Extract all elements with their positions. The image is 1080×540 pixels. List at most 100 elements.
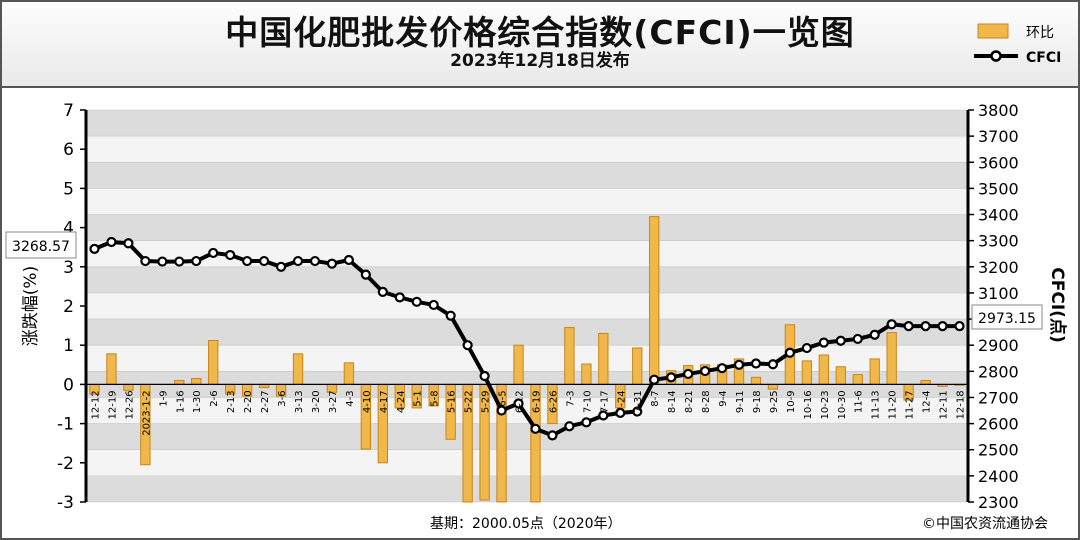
bar-3-13 (292, 353, 304, 385)
bar-8-7 (649, 216, 660, 385)
legend-bar-swatch (977, 23, 1009, 39)
cfci-point-3-20 (309, 255, 321, 267)
category-label-10-16: 10-16 (803, 390, 814, 419)
category-label-3-20: 3-20 (311, 390, 322, 413)
start-value-box (5, 231, 77, 259)
bar-10-23 (818, 354, 829, 385)
cfci-point-7-24 (615, 407, 626, 418)
right-axis-title: CFCI(点) (1047, 267, 1068, 342)
category-label-8-28: 8-28 (701, 390, 712, 413)
category-label-2-27: 2-27 (260, 390, 271, 413)
category-label-1-30: 1-30 (192, 390, 203, 413)
right-tick-label-2500: 2500 (978, 441, 1019, 460)
bar-10-16 (801, 360, 813, 385)
category-label-5-29: 5-29 (481, 390, 492, 413)
left-tick-label-5: 5 (63, 179, 74, 199)
right-tick-label-3100: 3100 (978, 284, 1019, 303)
cfci-point-8-21 (683, 368, 694, 380)
cfci-point-2023-1-2 (140, 255, 151, 267)
category-label-10-30: 10-30 (837, 390, 848, 419)
cfci-point-11-13 (869, 329, 880, 340)
category-label-2-6: 2-6 (209, 390, 220, 406)
cfci-point-9-18 (750, 358, 762, 369)
category-label-12-4: 12-4 (922, 390, 933, 413)
left-tick-label-6: 6 (63, 140, 74, 160)
category-label-6-19: 6-19 (531, 390, 542, 413)
cfci-point-6-12 (513, 398, 524, 409)
cfci-point-4-17 (377, 286, 388, 297)
category-label-12-11: 12-11 (939, 390, 950, 419)
cfci-point-2-6 (208, 247, 219, 259)
category-label-10-9: 10-9 (786, 390, 797, 413)
cfci-point-5-16 (445, 310, 456, 321)
cfci-point-10-23 (818, 337, 829, 348)
cfci-point-6-26 (547, 430, 558, 441)
cfci-point-4-3 (343, 254, 355, 266)
grid-band (86, 475, 968, 502)
category-label-12-26: 12-26 (124, 390, 135, 419)
category-label-11-20: 11-20 (888, 390, 899, 419)
right-tick-label-2800: 2800 (978, 362, 1019, 381)
cfci-point-12-19 (106, 236, 117, 248)
bar-11-6 (852, 374, 863, 385)
category-label-2-20: 2-20 (243, 390, 254, 413)
category-label-4-24: 4-24 (396, 390, 407, 413)
left-tick-label--2: -2 (57, 454, 74, 474)
cfci-point-11-27 (903, 321, 914, 332)
end-value-label: 2973.15 (978, 311, 1036, 327)
right-tick-label-2900: 2900 (978, 336, 1019, 355)
right-tick-label-3500: 3500 (978, 179, 1019, 198)
cfci-point-7-31 (632, 406, 643, 417)
bar-1-30 (191, 378, 202, 385)
left-tick-label-4: 4 (63, 219, 74, 239)
grid-band (86, 214, 968, 241)
category-label-10-23: 10-23 (820, 390, 831, 419)
category-label-12-19: 12-19 (107, 390, 118, 419)
category-label-3-13: 3-13 (294, 390, 305, 413)
cfci-point-9-25 (767, 359, 779, 370)
cfci-point-12-4 (920, 321, 931, 332)
cfci-point-9-4 (716, 363, 728, 374)
bar-9-18 (750, 376, 762, 385)
bar-11-20 (886, 332, 897, 385)
category-label-1-9: 1-9 (158, 390, 169, 406)
left-tick-label-0: 0 (63, 375, 74, 395)
category-label-9-4: 9-4 (718, 390, 729, 406)
cfci-point-10-9 (784, 347, 796, 358)
cfci-point-3-6 (275, 261, 287, 272)
left-tick-label--1: -1 (57, 415, 74, 435)
bar-12-19 (106, 353, 117, 385)
grid-band (86, 423, 968, 450)
cfci-point-11-6 (852, 333, 863, 345)
cfci-point-4-24 (394, 292, 405, 303)
category-label-8-14: 8-14 (667, 390, 678, 413)
category-label-7-10: 7-10 (582, 390, 593, 413)
right-tick-label-2600: 2600 (978, 415, 1019, 434)
category-label-6-5: 6-5 (498, 390, 509, 406)
category-label-4-3: 4-3 (345, 390, 356, 406)
right-tick-label-2400: 2400 (978, 467, 1019, 486)
cfci-point-8-14 (666, 372, 677, 383)
category-label-4-10: 4-10 (362, 390, 373, 413)
legend-line-marker (990, 50, 1002, 62)
footer-base-note: 基期：2000.05点（2020年） (430, 515, 622, 532)
cfci-point-2-13 (225, 249, 236, 261)
category-label-12-18: 12-18 (956, 390, 967, 419)
left-tick-label--3: -3 (57, 493, 74, 513)
category-label-12-12: 12-12 (90, 390, 101, 419)
category-label-9-25: 9-25 (769, 390, 780, 413)
cfci-point-2-27 (258, 255, 270, 267)
category-label-11-13: 11-13 (871, 390, 882, 419)
bar-7-3 (564, 327, 575, 385)
category-label-5-8: 5-8 (430, 390, 441, 406)
cfci-point-5-1 (411, 296, 422, 307)
category-label-9-18: 9-18 (752, 390, 763, 413)
category-label-5-16: 5-16 (447, 390, 458, 413)
category-label-7-17: 7-17 (599, 390, 610, 413)
left-tick-label-7: 7 (63, 101, 74, 121)
cfci-point-3-27 (326, 258, 338, 269)
bar-6-12 (513, 344, 524, 385)
cfci-point-12-18 (954, 320, 965, 332)
right-tick-label-3300: 3300 (978, 232, 1019, 251)
